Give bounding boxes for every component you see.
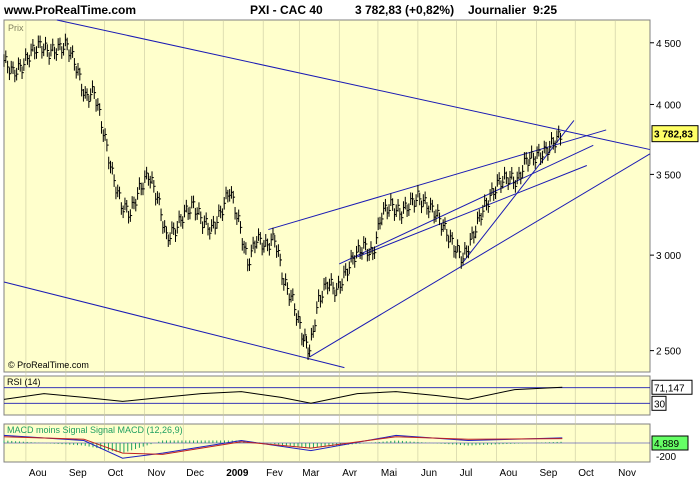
- x-tick-label: Dec: [186, 468, 204, 479]
- y-tick-label: 3 500: [656, 170, 681, 181]
- x-tick-label: Sep: [69, 468, 87, 479]
- last-price-box: [651, 125, 699, 143]
- trendline: [3, 281, 345, 369]
- x-tick-label: Jul: [460, 468, 473, 479]
- site-name[interactable]: www.ProRealTime.com: [4, 3, 137, 17]
- rsi-line: [3, 386, 563, 404]
- signal-line: [3, 436, 563, 455]
- x-tick-label: Oct: [108, 468, 124, 479]
- last-price-label: 3 782,83: [654, 130, 693, 141]
- period-label: Journalier: [468, 3, 527, 17]
- x-tick-label: Mai: [381, 468, 397, 479]
- price-panel: [3, 19, 651, 373]
- x-tick-label: Aou: [500, 468, 518, 479]
- x-tick-label: Jun: [421, 468, 437, 479]
- last-quote: 3 782,83 (+0,82%): [355, 3, 455, 17]
- rsi-level-label: 30: [654, 399, 666, 410]
- rsi-value-box: [651, 379, 693, 395]
- rsi-panel: [3, 375, 651, 416]
- x-tick-label: Nov: [148, 468, 166, 479]
- instrument-name: PXI - CAC 40: [250, 3, 323, 17]
- x-tick-label: Fev: [266, 468, 283, 479]
- x-tick-label: Mar: [302, 468, 320, 479]
- watermark: © ProRealTime.com: [8, 360, 89, 370]
- trendline: [56, 19, 651, 151]
- rsi-level-box: [651, 395, 667, 411]
- x-tick-label: Nov: [618, 468, 636, 479]
- price-panel-title: Prix: [8, 23, 24, 33]
- y-tick-label: 3 000: [656, 251, 681, 262]
- x-tick-label: Oct: [578, 468, 594, 479]
- trendline: [357, 165, 588, 258]
- x-tick-label: 2009: [226, 468, 249, 479]
- time-label: 9:25: [533, 3, 558, 17]
- trendline: [309, 153, 651, 358]
- rsi-value-label: 71,147: [654, 383, 685, 394]
- y-tick-label: 2 500: [656, 347, 681, 358]
- macd-value-box: [651, 435, 689, 451]
- rsi-panel-title: RSI (14): [7, 377, 41, 387]
- macd-value-label: 4,889: [654, 439, 679, 450]
- macd-tick-label: -200: [656, 452, 676, 463]
- y-tick-label: 4 500: [656, 39, 681, 50]
- x-tick-label: Avr: [342, 468, 357, 479]
- trendline: [339, 144, 594, 265]
- y-tick-label: 4 000: [656, 100, 681, 111]
- chart-header: www.ProRealTime.com PXI - CAC 40 3 782,8…: [0, 0, 700, 20]
- macd-panel-title: MACD moins Signal Signal MACD (12,26,9): [7, 425, 183, 435]
- x-tick-label: Sep: [540, 468, 558, 479]
- x-tick-label: Aou: [29, 468, 47, 479]
